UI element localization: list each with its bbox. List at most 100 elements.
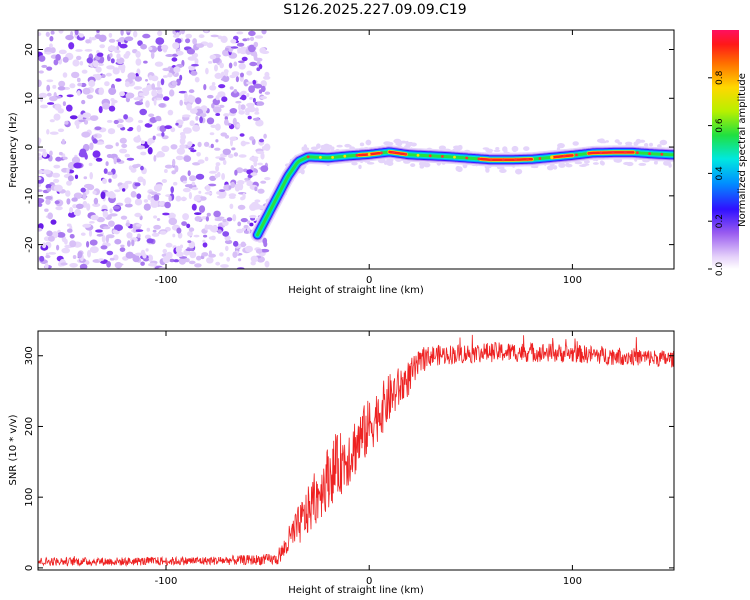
noise-blob (88, 79, 96, 87)
noise-blob (102, 102, 110, 110)
noise-blob (262, 237, 268, 245)
noise-blob (211, 235, 216, 241)
ridge-halo-blob (495, 147, 500, 150)
noise-blob (53, 59, 59, 66)
ridge-halo-blob (329, 146, 335, 150)
ridge-halo-blob (572, 141, 579, 146)
noise-blob (186, 103, 193, 111)
noise-blob (66, 180, 72, 186)
noise-blob (194, 263, 202, 268)
noise-blob (41, 64, 48, 68)
noise-blob (139, 108, 147, 116)
noise-blob (126, 157, 135, 161)
noise-blob (57, 128, 65, 133)
noise-blob (254, 199, 261, 203)
noise-blob (215, 162, 221, 167)
ridge-peak (479, 157, 534, 161)
snr-axes: -100 0 100 0 100 200 300 (24, 331, 674, 587)
noise-blob (175, 155, 184, 161)
noise-blob (50, 219, 57, 225)
noise-blob (109, 257, 115, 261)
noise-blob (125, 92, 135, 99)
ridge-hot-dot (465, 156, 469, 160)
noise-blob (120, 30, 124, 36)
noise-blob (69, 83, 76, 89)
noise-blob (233, 240, 239, 247)
noise-blob (208, 170, 217, 174)
y-tick-label: -10 (24, 188, 35, 204)
noise-blob (165, 54, 175, 57)
ridge-halo-blob (635, 138, 642, 144)
noise-blob (114, 189, 121, 193)
noise-blob (55, 206, 63, 211)
noise-blob (120, 244, 125, 248)
noise-blob (250, 172, 258, 176)
noise-blob (38, 202, 43, 207)
noise-blob (229, 86, 234, 90)
noise-blob (209, 132, 215, 136)
noise-blob (178, 90, 187, 94)
noise-blob (183, 155, 192, 162)
noise-blob (124, 81, 130, 88)
y-tick-label: -20 (24, 236, 35, 252)
ridge-hot-dot (575, 153, 578, 157)
ridge-halo-blob (502, 146, 508, 153)
noise-blob (188, 89, 195, 94)
noise-blob (214, 72, 223, 79)
noise-blob (252, 79, 257, 85)
noise-blob (54, 103, 62, 111)
noise-blob (38, 92, 48, 98)
noise-blob (133, 97, 142, 101)
ridge-halo-blob (386, 141, 394, 146)
noise-blob (69, 234, 75, 239)
noise-blob (92, 190, 97, 195)
noise-blob (260, 152, 265, 160)
noise-blob (74, 174, 79, 179)
noise-blob (95, 66, 102, 73)
noise-blob (89, 239, 98, 246)
noise-blob (135, 58, 142, 66)
noise-blob (253, 160, 258, 167)
noise-blob (121, 182, 129, 190)
noise-blob (206, 257, 214, 264)
noise-blob (135, 50, 141, 58)
noise-blob (172, 158, 176, 167)
noise-blob (136, 125, 142, 133)
noise-blob (151, 89, 158, 97)
noise-blob (86, 203, 91, 211)
noise-blob (215, 123, 221, 131)
noise-blob (185, 38, 191, 44)
noise-blob (38, 176, 42, 181)
noise-blob (124, 197, 132, 205)
noise-blob (122, 188, 126, 192)
noise-blob (158, 152, 165, 158)
noise-blob (156, 218, 161, 221)
noise-blob (55, 54, 61, 61)
noise-blob (216, 171, 221, 178)
ridge-hot-dot (648, 152, 651, 156)
noise-blob (197, 159, 205, 164)
noise-blob (254, 35, 264, 39)
noise-blob (191, 181, 196, 186)
noise-blob (252, 97, 256, 103)
noise-blob (83, 176, 88, 180)
noise-blob (238, 103, 242, 111)
noise-blob (158, 103, 166, 108)
noise-blob (144, 234, 151, 240)
noise-blob (86, 57, 94, 64)
noise-blob (123, 114, 128, 120)
noise-blob (249, 214, 257, 219)
noise-blob (107, 45, 117, 52)
noise-blob (160, 78, 165, 86)
noise-blob (263, 75, 271, 80)
noise-blob (204, 156, 209, 162)
noise-blob (112, 229, 118, 234)
noise-blob (82, 87, 91, 95)
ridge-halo-blob (649, 142, 653, 147)
noise-blob (101, 74, 106, 78)
noise-blob (98, 87, 105, 95)
noise-blob (71, 71, 80, 79)
noise-blob (237, 204, 246, 210)
noise-blob (257, 188, 265, 194)
noise-blob (161, 145, 170, 152)
